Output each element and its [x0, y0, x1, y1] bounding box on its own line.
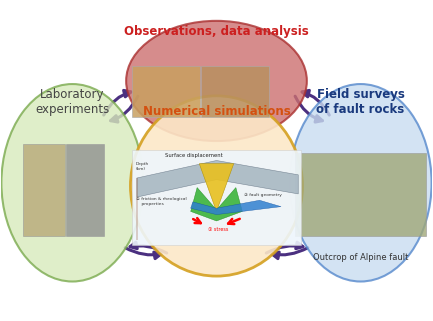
Ellipse shape — [290, 84, 432, 282]
FancyBboxPatch shape — [23, 144, 65, 236]
Text: Laboratory
experiments: Laboratory experiments — [35, 88, 110, 116]
Ellipse shape — [130, 96, 303, 276]
Text: ② friction & rheological
    properties: ② friction & rheological properties — [136, 197, 186, 206]
Text: Surface displacement: Surface displacement — [165, 153, 223, 158]
Text: ① stress: ① stress — [208, 227, 228, 232]
Text: Field surveys
of fault rocks: Field surveys of fault rocks — [317, 88, 405, 116]
Text: Numerical simulations: Numerical simulations — [142, 105, 291, 118]
FancyBboxPatch shape — [132, 66, 200, 117]
Polygon shape — [191, 200, 281, 215]
Ellipse shape — [1, 84, 143, 282]
FancyBboxPatch shape — [200, 66, 269, 117]
FancyBboxPatch shape — [295, 153, 426, 236]
Polygon shape — [199, 164, 234, 212]
Polygon shape — [191, 187, 242, 221]
Text: Depth
(km): Depth (km) — [136, 162, 149, 171]
FancyBboxPatch shape — [66, 144, 104, 236]
FancyBboxPatch shape — [132, 150, 301, 246]
Ellipse shape — [126, 21, 307, 141]
Text: ③ fault geometry: ③ fault geometry — [245, 192, 282, 196]
Polygon shape — [137, 160, 298, 197]
Text: Outcrop of Alpine fault: Outcrop of Alpine fault — [313, 253, 408, 262]
Text: Observations, data analysis: Observations, data analysis — [124, 25, 309, 38]
